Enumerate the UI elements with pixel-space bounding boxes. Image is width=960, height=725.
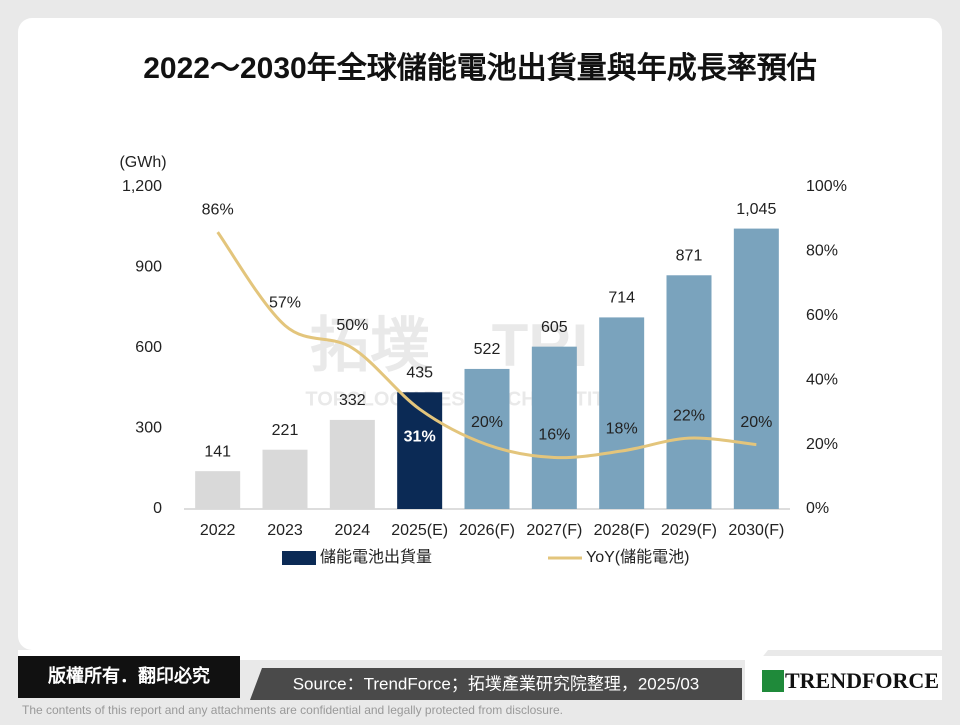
y-tick-label: 600 [135,339,162,356]
y2-tick-label: 100% [806,178,847,195]
x-tick-label: 2022 [200,522,236,539]
line-value-label: 86% [202,201,234,218]
bar-value-label: 871 [676,248,703,265]
copyright: 版權所有．翻印必究 [48,665,210,686]
bar [262,449,308,509]
x-tick-label: 2029(F) [661,522,717,539]
bar-value-label: 522 [474,341,501,358]
line-value-label: 20% [740,414,772,431]
y-axis-unit: (GWh) [119,154,166,171]
copyright-bar [18,656,240,698]
legend-label: 儲能電池出貨量 [320,548,432,566]
y-tick-label: 0 [153,500,162,517]
x-tick-label: 2024 [335,522,371,539]
bar-value-label: 1,045 [736,201,776,218]
y-tick-label: 900 [135,259,162,276]
bar-value-label: 435 [406,364,433,381]
bar [329,419,375,509]
card-edge [18,635,942,660]
legend-swatch [282,551,316,565]
bar [531,346,577,509]
source: Source：TrendForce；拓墣產業研究院整理，2025/03 [293,674,700,693]
y2-tick-label: 40% [806,371,838,388]
card [18,18,942,650]
x-tick-label: 2023 [267,522,303,539]
line-value-label: 22% [673,407,705,424]
logo: TRENDFORCE [785,668,939,693]
bar [733,228,779,509]
bar-value-label: 332 [339,392,366,409]
bar [397,392,443,509]
bar-value-label: 221 [272,422,299,439]
bar-value-label: 605 [541,319,568,336]
y-tick-label: 1,200 [122,178,162,195]
x-tick-label: 2025(E) [391,522,448,539]
line [216,231,757,460]
x-tick-label: 2026(F) [459,522,515,539]
x-tick-label: 2028(F) [594,522,650,539]
line-value-label: 16% [538,427,570,444]
disclaimer: The contents of this report and any atta… [22,703,563,717]
line-value-label: 31% [404,428,436,445]
logo-icon [762,670,784,692]
line-value-label: 20% [471,414,503,431]
bar-value-label: 714 [608,290,635,307]
y2-tick-label: 20% [806,436,838,453]
x-tick-label: 2030(F) [728,522,784,539]
line-value-label: 50% [336,317,368,334]
bar [195,471,241,509]
x-tick-label: 2027(F) [526,522,582,539]
bar-value-label: 141 [204,443,231,460]
watermark-text: 拓墣 [310,312,430,379]
source-bar [250,668,742,700]
y2-tick-label: 80% [806,243,838,260]
y2-tick-label: 60% [806,307,838,324]
line-value-label: 18% [606,420,638,437]
y-tick-label: 300 [135,420,162,437]
legend-label: YoY(儲能電池) [586,548,689,566]
y2-tick-label: 0% [806,500,829,517]
line-value-label: 57% [269,295,301,312]
bar [599,317,645,509]
chart-title: 2022～2030年全球儲能電池出貨量與年成長率預估 [143,51,816,85]
bar [666,275,712,509]
